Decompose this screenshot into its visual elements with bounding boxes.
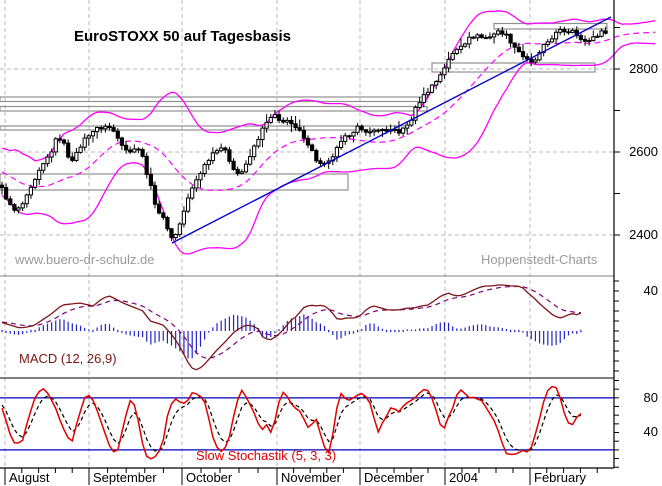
watermark-right: Hoppenstedt-Charts bbox=[481, 252, 598, 267]
month-label-october: October bbox=[186, 470, 233, 485]
chart-title: EuroSTOXX 50 auf Tagesbasis bbox=[74, 28, 292, 45]
month-label-august: August bbox=[9, 470, 50, 485]
stoch-axis-label-40: 40 bbox=[643, 424, 658, 439]
month-label-december: December bbox=[364, 470, 424, 485]
month-label-september: September bbox=[93, 470, 157, 485]
price-axis-label-2600: 2600 bbox=[629, 144, 658, 159]
month-label-february: February bbox=[534, 470, 587, 485]
macd-indicator-label: MACD (12, 26,9) bbox=[19, 351, 117, 366]
month-label-2004: 2004 bbox=[449, 470, 478, 485]
price-axis-label-2800: 2800 bbox=[629, 61, 658, 76]
stoch-axis-label-80: 80 bbox=[643, 390, 658, 405]
month-label-november: November bbox=[281, 470, 341, 485]
price-axis-label-2400: 2400 bbox=[629, 227, 658, 242]
stochastic-indicator-label: Slow Stochastik (5, 3, 3) bbox=[196, 448, 337, 463]
macd-axis-label-40: 40 bbox=[643, 283, 658, 298]
watermark-left: www.buero-dr-schulz.de bbox=[15, 252, 155, 267]
